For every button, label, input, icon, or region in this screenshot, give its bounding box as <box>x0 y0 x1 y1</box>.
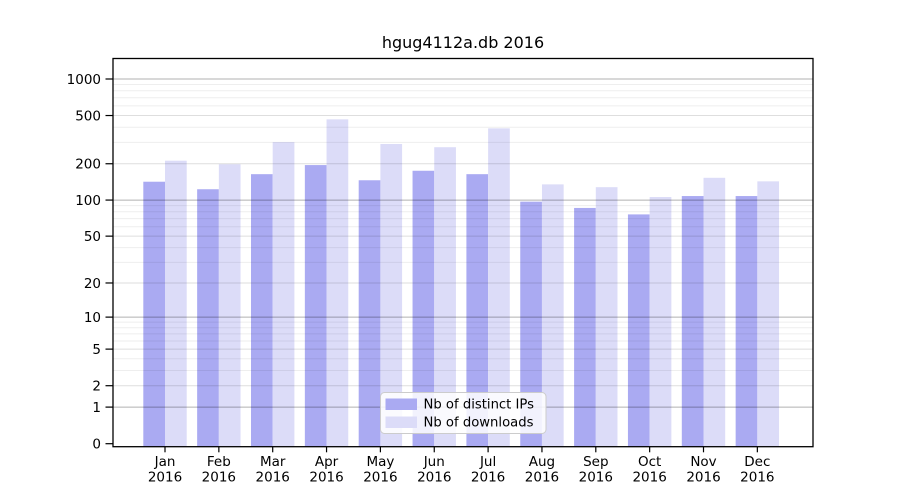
gridlines-layer <box>113 78 813 408</box>
y-tick-label-2: 2 <box>92 379 101 395</box>
y-tick-label-100: 100 <box>75 193 101 209</box>
x-tick-label-may: May 2016 <box>363 454 397 486</box>
legend-label-downloads: Nb of downloads <box>424 416 534 431</box>
x-tick-label-jan: Jan 2016 <box>148 454 182 486</box>
y-tick-label-1000: 1000 <box>67 72 101 88</box>
bar-distinct-ips-may <box>358 180 381 447</box>
bar-distinct-ips-oct <box>627 214 650 447</box>
x-tick-label-oct: Oct 2016 <box>632 454 666 486</box>
legend-box <box>380 392 547 434</box>
axis-layer: 0 1 2 5 10 20 50 100 200 500 1000 Jan 2016 Feb 2016 Mar… <box>67 72 775 486</box>
bar-distinct-ips-apr <box>304 165 327 447</box>
x-tick-label-dec: Dec 2016 <box>740 454 774 486</box>
bar-downloads-sep <box>595 187 618 447</box>
bar-distinct-ips-jun <box>412 170 435 447</box>
bar-downloads-aug <box>541 184 564 447</box>
bar-distinct-ips-sep <box>574 207 596 447</box>
chart-title: hgug4112a.db 2016 <box>382 33 544 52</box>
y-tick-label-10: 10 <box>84 310 101 326</box>
y-tick-label-20: 20 <box>84 276 101 292</box>
bar-distinct-ips-nov <box>681 196 704 447</box>
bar-downloads-mar <box>272 142 295 447</box>
bar-downloads-may <box>380 144 403 447</box>
y-tick-label-0: 0 <box>92 437 101 453</box>
x-tick-label-jun: Jun 2016 <box>417 454 451 486</box>
x-tick-label-mar: Mar 2016 <box>256 454 290 486</box>
x-tick-label-apr: Apr 2016 <box>309 454 343 486</box>
x-tick-label-feb: Feb 2016 <box>202 454 236 486</box>
y-tick-label-50: 50 <box>84 229 101 245</box>
bar-distinct-ips-jan <box>143 181 165 447</box>
bar-distinct-ips-dec <box>735 196 758 447</box>
y-tick-label-5: 5 <box>92 342 101 358</box>
x-tick-label-aug: Aug 2016 <box>525 454 559 486</box>
legend-label-distinct-ips: Nb of distinct IPs <box>424 398 535 413</box>
y-tick-label-1: 1 <box>92 400 101 416</box>
y-tick-label-500: 500 <box>75 108 101 124</box>
bar-distinct-ips-mar <box>251 174 273 447</box>
bar-distinct-ips-feb <box>197 189 219 447</box>
bar-downloads-feb <box>218 164 241 447</box>
bar-downloads-dec <box>757 181 780 447</box>
bar-downloads-jan <box>165 160 187 447</box>
x-tick-label-jul: Jul 2016 <box>471 454 505 486</box>
legend-swatch-downloads <box>385 416 417 428</box>
legend: Nb of distinct IPs Nb of downloads <box>380 392 547 434</box>
bar-downloads-nov <box>703 177 726 447</box>
bar-distinct-ips-aug <box>520 201 542 447</box>
bar-downloads-apr <box>326 119 349 447</box>
bar-downloads-jun <box>434 147 456 447</box>
bars-layer <box>143 119 780 447</box>
plot-border <box>112 57 814 448</box>
y-tick-label-200: 200 <box>75 157 101 173</box>
bar-downloads-jul <box>488 128 510 447</box>
x-tick-label-nov: Nov 2016 <box>686 454 720 486</box>
x-tick-label-sep: Sep 2016 <box>579 454 613 486</box>
bar-distinct-ips-jul <box>466 174 489 447</box>
legend-swatch-distinct-ips <box>385 398 417 410</box>
bar-downloads-oct <box>649 197 672 447</box>
